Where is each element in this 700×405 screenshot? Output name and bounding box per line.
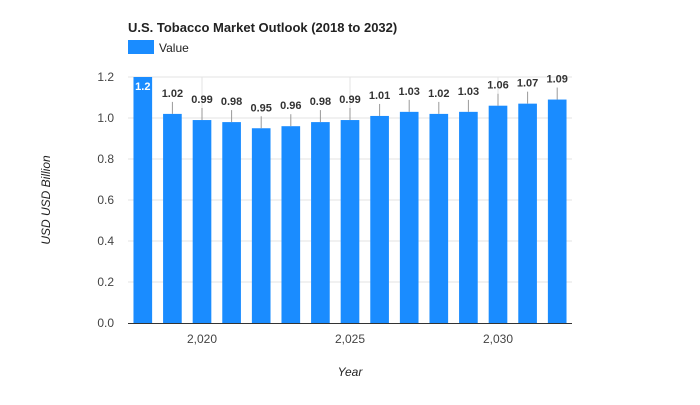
data-label: 0.98 (221, 96, 242, 108)
y-tick-label: 1.2 (97, 70, 114, 84)
bar-2020[interactable] (192, 120, 212, 323)
bar-2032[interactable] (547, 99, 567, 323)
bar-2028[interactable] (429, 113, 449, 324)
data-label: 0.99 (191, 94, 212, 106)
legend-swatch[interactable] (128, 40, 154, 54)
y-tick-label: 1.0 (97, 111, 114, 125)
data-label: 0.96 (280, 100, 301, 112)
data-label: 1.02 (428, 88, 449, 100)
y-tick-label: 0.8 (97, 152, 114, 166)
bar-2024[interactable] (311, 122, 330, 323)
x-axis-title: Year (338, 365, 364, 379)
x-axis-ticks: 2,020 2,025 2,030 (187, 332, 513, 346)
x-tick-label: 2,030 (483, 332, 513, 346)
y-axis-ticks: 0.0 0.2 0.4 0.6 0.8 1.0 1.2 (97, 70, 114, 330)
bar-2026[interactable] (370, 115, 389, 323)
bar-2025[interactable] (340, 120, 360, 323)
y-tick-label: 0.6 (97, 193, 114, 207)
data-label: 0.98 (310, 96, 331, 108)
bar-2027[interactable] (399, 111, 419, 323)
x-tick-label: 2,020 (187, 332, 217, 346)
data-label: 1.03 (398, 86, 419, 98)
legend-label[interactable]: Value (159, 41, 189, 55)
data-label: 1.09 (546, 74, 567, 86)
bar-2021[interactable] (222, 122, 241, 323)
data-label: 0.95 (250, 102, 271, 114)
data-label: 1.02 (162, 88, 183, 100)
data-label: 1.01 (369, 90, 390, 102)
bar-2023[interactable] (281, 126, 301, 323)
y-axis-title: USD USD Billion (39, 155, 53, 245)
bar-2031[interactable] (518, 103, 537, 324)
data-label: 1.06 (487, 80, 508, 92)
data-label: 0.99 (339, 94, 360, 106)
bar-2029[interactable] (459, 111, 478, 323)
y-tick-label: 0.4 (97, 234, 114, 248)
y-tick-label: 0.2 (97, 275, 114, 289)
y-tick-label: 0.0 (97, 316, 114, 330)
data-labels: 1.2 1.02 0.99 0.98 0.95 0.96 0.98 0.99 1.01 1.03 1… (135, 74, 568, 129)
bars (133, 77, 567, 324)
bar-2030[interactable] (488, 105, 508, 323)
chart-title: U.S. Tobacco Market Outlook (2018 to 203… (128, 20, 397, 35)
data-label: 1.2 (135, 81, 150, 93)
bar-2019[interactable] (163, 113, 182, 324)
data-label: 1.03 (458, 86, 479, 98)
data-label: 1.07 (517, 78, 538, 90)
x-tick-label: 2,025 (335, 332, 365, 346)
bar-2022[interactable] (251, 128, 271, 323)
bar-2018[interactable] (133, 77, 153, 323)
